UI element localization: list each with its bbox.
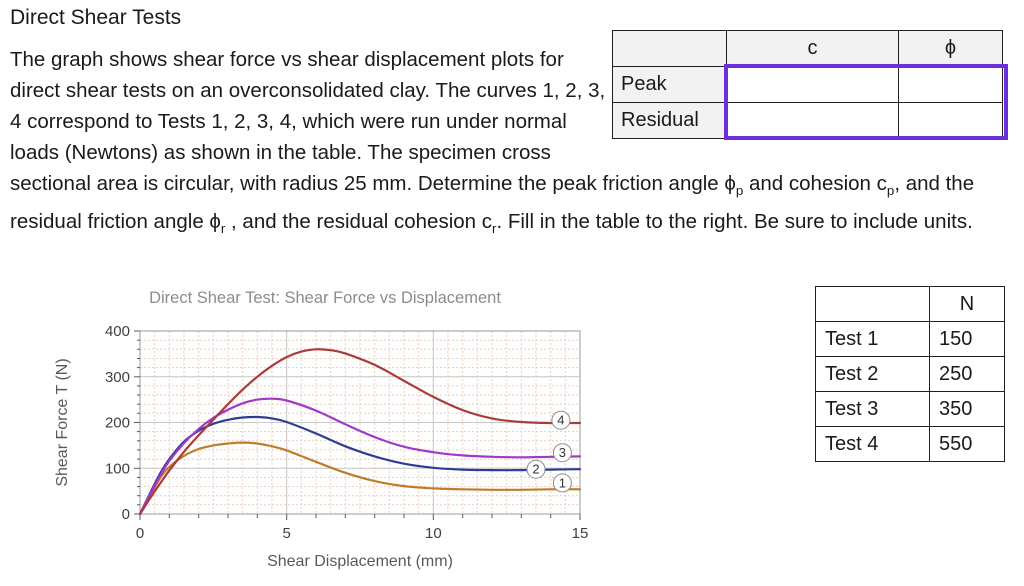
- svg-text:0: 0: [122, 506, 130, 523]
- svg-text:100: 100: [105, 460, 130, 477]
- answer-cell-residual-phi[interactable]: [898, 102, 1003, 139]
- svg-text:300: 300: [105, 369, 130, 386]
- loads-table-corner-cell: [815, 286, 930, 322]
- svg-text:200: 200: [105, 415, 130, 432]
- svg-text:4: 4: [557, 413, 564, 428]
- answer-table-corner-cell: [612, 30, 727, 67]
- subscript-p: p: [735, 183, 744, 199]
- loads-row-value: 150: [929, 321, 1005, 357]
- svg-text:Shear Force T (N): Shear Force T (N): [54, 358, 71, 486]
- loads-row-value: 250: [929, 356, 1005, 392]
- svg-text:Direct Shear Test: Shear Force: Direct Shear Test: Shear Force vs Displa…: [149, 289, 501, 307]
- loads-row-value: 550: [929, 426, 1005, 462]
- answer-table-header-phi: ϕ: [898, 30, 1003, 67]
- table-row: Test 4 550: [815, 426, 1005, 462]
- svg-text:10: 10: [425, 525, 442, 542]
- subscript-r: r: [492, 221, 497, 237]
- subscript-p: p: [886, 183, 895, 199]
- table-row: Test 3 350: [815, 391, 1005, 427]
- answer-table-header-c: c: [726, 30, 899, 67]
- svg-text:400: 400: [105, 323, 130, 340]
- answer-cell-peak-c[interactable]: [726, 66, 899, 103]
- loads-row-label: Test 1: [815, 321, 930, 357]
- loads-table-header-n: N: [929, 286, 1005, 322]
- subscript-r: r: [220, 221, 226, 237]
- answer-table: c ϕ Peak Residual: [612, 30, 1008, 140]
- problem-text: The graph shows shear force vs shear dis…: [10, 48, 736, 195]
- shear-force-chart-svg: 0 5 10 15 0 100 200 300 400 1 2 3 4 Direct Shear Test…: [54, 289, 589, 570]
- loads-row-value: 350: [929, 391, 1005, 427]
- problem-statement: The graph shows shear force vs shear dis…: [10, 44, 1014, 244]
- shear-force-chart: 0 5 10 15 0 100 200 300 400 1 2 3 4 Direct Shear Test…: [40, 282, 598, 581]
- normal-loads-table: N Test 1 150 Test 2 250 Test 3 350 Test …: [815, 286, 1005, 462]
- normal-loads-table-grid: N Test 1 150 Test 2 250 Test 3 350 Test …: [815, 286, 1005, 462]
- answer-table-row-label-peak: Peak: [612, 66, 727, 103]
- loads-row-label: Test 2: [815, 356, 930, 392]
- answer-cell-residual-c[interactable]: [726, 102, 899, 139]
- svg-text:0: 0: [136, 525, 144, 542]
- answer-cell-peak-phi[interactable]: [898, 66, 1003, 103]
- svg-text:5: 5: [282, 525, 290, 542]
- answer-table-grid: c ϕ Peak Residual: [612, 30, 1003, 139]
- loads-row-label: Test 4: [815, 426, 930, 462]
- svg-text:Shear Displacement (mm): Shear Displacement (mm): [267, 553, 453, 570]
- answer-table-row-label-residual: Residual: [612, 102, 727, 139]
- svg-text:2: 2: [532, 462, 539, 477]
- page-title: Direct Shear Tests: [10, 6, 182, 29]
- svg-text:1: 1: [559, 475, 566, 490]
- svg-text:3: 3: [559, 445, 566, 460]
- table-row: Test 1 150: [815, 321, 1005, 357]
- svg-text:15: 15: [572, 525, 589, 542]
- table-row: Test 2 250: [815, 356, 1005, 392]
- loads-row-label: Test 3: [815, 391, 930, 427]
